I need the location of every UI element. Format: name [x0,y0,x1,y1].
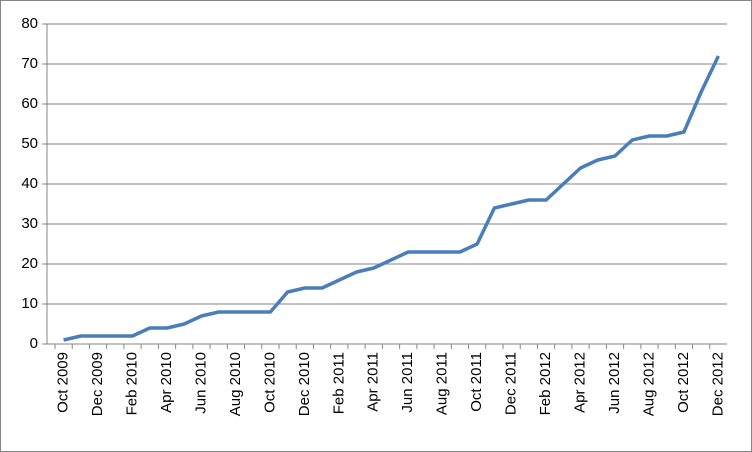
x-tick-label: Dec 2011 [503,352,520,415]
x-tick-label: Oct 2011 [468,352,485,412]
y-tick-label: 60 [21,95,38,112]
x-tick-label: Oct 2009 [55,352,72,413]
x-tick-label: Feb 2012 [537,352,554,415]
x-tick-label: Dec 2012 [709,352,726,416]
x-tick-label: Feb 2010 [124,352,141,415]
x-tick-label: Dec 2010 [296,352,313,416]
x-tick-label: Dec 2009 [89,352,106,416]
x-tick-label: Jun 2012 [606,352,623,414]
y-tick-label: 10 [21,295,38,312]
y-tick-label: 40 [21,175,38,192]
x-tick-label: Apr 2010 [158,352,175,413]
data-line [63,55,720,342]
y-tick-label: 50 [21,135,38,152]
x-tick-label: Apr 2012 [572,352,589,413]
y-tick-label: 30 [21,215,38,232]
y-tick-label: 70 [21,55,38,72]
x-tick-label: Oct 2012 [675,352,692,413]
x-tick-label: Jun 2010 [192,352,209,414]
y-tick-label: 80 [21,15,38,32]
x-tick-label: Aug 2011 [434,352,451,415]
x-tick-label: Aug 2012 [640,352,657,416]
x-tick-label: Jun 2011 [399,352,416,413]
y-tick-label: 0 [30,335,38,352]
y-tick-label: 20 [21,255,38,272]
x-tick-label: Oct 2010 [261,352,278,413]
x-tick-label: Apr 2011 [365,352,382,412]
x-tick-label: Feb 2011 [330,352,347,414]
x-tick-label: Aug 2010 [227,352,244,416]
